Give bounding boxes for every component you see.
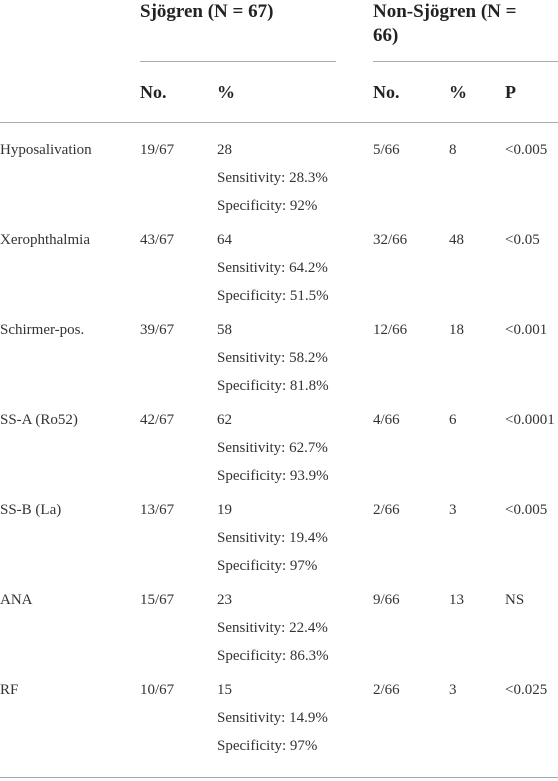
cell: 19/67 [140, 142, 175, 158]
cell: 64 [217, 232, 232, 248]
cell-note: Specificity: 93.9% [217, 468, 329, 484]
cell: 13/67 [140, 502, 175, 518]
column-header: No. [140, 82, 167, 102]
cell: 4/66 [373, 412, 400, 428]
cell-note: Sensitivity: 28.3% [217, 170, 328, 186]
cell: 2/66 [373, 682, 400, 698]
cell-note: Sensitivity: 62.7% [217, 440, 328, 456]
cell-note: Specificity: 92% [217, 198, 318, 214]
cell: 18 [449, 322, 464, 338]
cell: 3 [449, 502, 457, 518]
row-label: Xerophthalmia [0, 232, 90, 248]
cell-note: Specificity: 86.3% [217, 648, 329, 664]
cell: 42/67 [140, 412, 175, 428]
row-label: SS-B (La) [0, 502, 62, 518]
column-header: P [505, 82, 516, 102]
cell: 2/66 [373, 502, 400, 518]
cell: 43/67 [140, 232, 175, 248]
cell: 15 [217, 682, 232, 698]
cell-note: Sensitivity: 19.4% [217, 530, 328, 546]
cell: <0.0001 [505, 412, 555, 428]
row-label: SS-A (Ro52) [0, 412, 78, 428]
cell: 23 [217, 592, 232, 608]
cell: 13 [449, 592, 464, 608]
row-label: Hyposalivation [0, 142, 92, 158]
row-label: RF [0, 682, 19, 698]
cell-note: Specificity: 51.5% [217, 288, 329, 304]
cell: 19 [217, 502, 232, 518]
group-rule [373, 61, 558, 62]
cell: 28 [217, 142, 232, 158]
cell: 6 [449, 412, 457, 428]
header-rule [0, 122, 558, 123]
column-header: No. [373, 82, 400, 102]
cell-note: Sensitivity: 14.9% [217, 710, 328, 726]
cell: 9/66 [373, 592, 400, 608]
cell: 12/66 [373, 322, 408, 338]
cell: NS [505, 592, 525, 608]
column-header: % [449, 82, 467, 102]
row-label: Schirmer-pos. [0, 322, 85, 338]
cell: 8 [449, 142, 457, 158]
cell-note: Sensitivity: 22.4% [217, 620, 328, 636]
cell-note: Specificity: 97% [217, 738, 318, 754]
cell: 3 [449, 682, 457, 698]
cell: 5/66 [373, 142, 400, 158]
cell: 39/67 [140, 322, 175, 338]
row-label: ANA [0, 592, 33, 608]
cell: <0.05 [505, 232, 540, 248]
group-header: Sjögren (N = 67) [140, 1, 274, 22]
cell: 62 [217, 412, 232, 428]
cell: 58 [217, 322, 232, 338]
cell: <0.001 [505, 322, 548, 338]
cell: 48 [449, 232, 464, 248]
cell-note: Sensitivity: 58.2% [217, 350, 328, 366]
cell: <0.025 [505, 682, 548, 698]
cell: 15/67 [140, 592, 175, 608]
bottom-rule [0, 777, 558, 778]
cell: 10/67 [140, 682, 175, 698]
column-header: % [217, 82, 235, 102]
cell-note: Specificity: 97% [217, 558, 318, 574]
cell-note: Sensitivity: 64.2% [217, 260, 328, 276]
cell: <0.005 [505, 502, 548, 518]
cell-note: Specificity: 81.8% [217, 378, 329, 394]
cell: 32/66 [373, 232, 408, 248]
cell: <0.005 [505, 142, 548, 158]
group-header: Non-Sjögren (N = 66) [373, 1, 517, 46]
group-rule [140, 61, 336, 62]
